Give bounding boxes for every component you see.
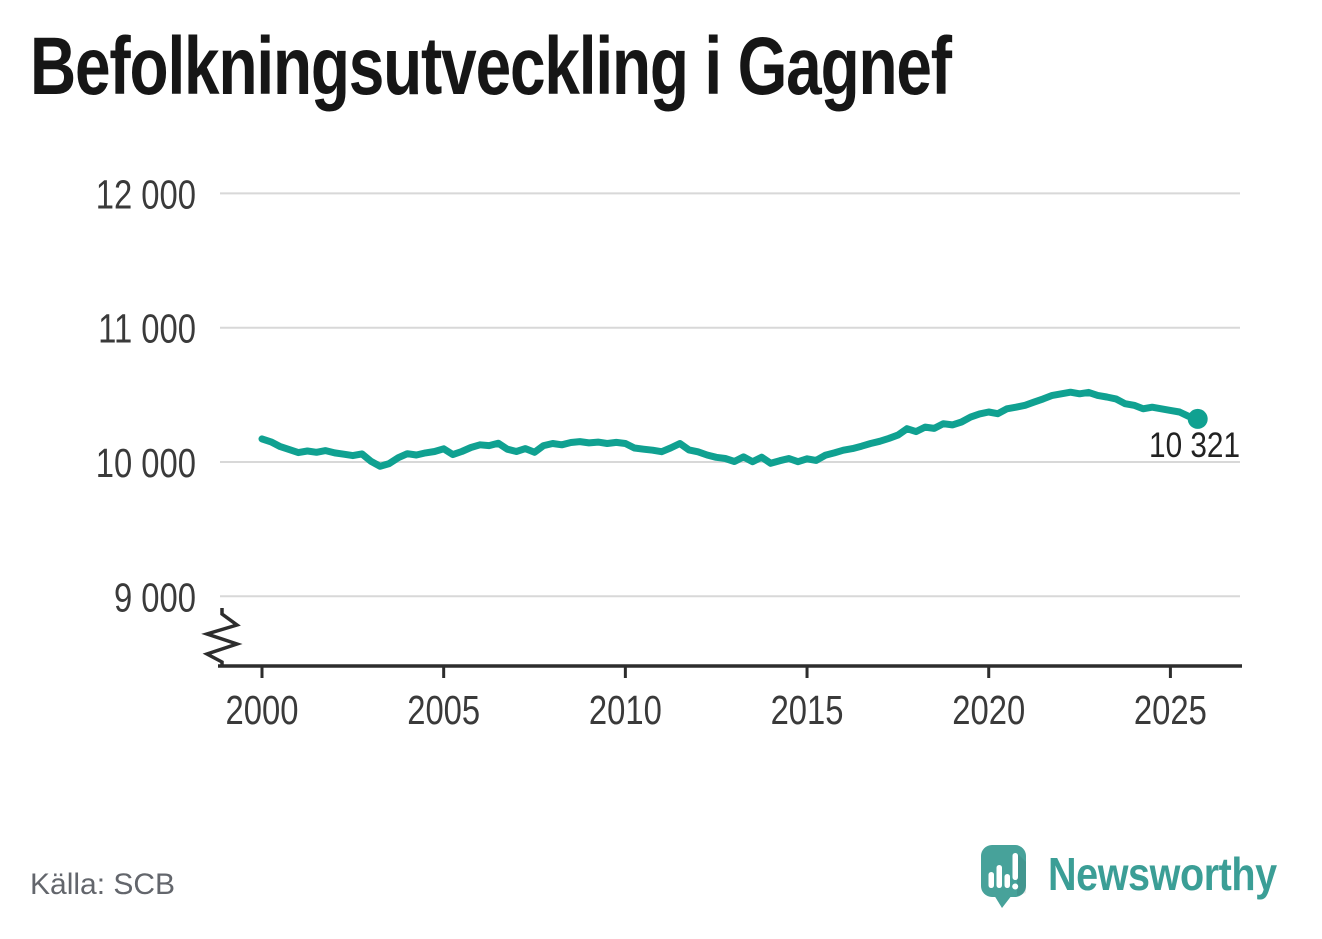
y-axis-break-icon [201, 608, 243, 666]
logo-bar-1 [988, 872, 994, 888]
newsworthy-logo: Newsworthy [981, 845, 1314, 909]
data-label-layer: 9 000 10 000 11 000 12 000 2000 2005 2010 2015 2… [96, 171, 1240, 733]
x-tick-label-2000: 2000 [226, 686, 299, 732]
line-end-dot [1187, 408, 1208, 429]
series-layer [258, 388, 1208, 470]
y-tick-label-9000: 9 000 [114, 574, 196, 620]
population-line [258, 388, 1202, 470]
axis-layer [201, 608, 1242, 678]
newsworthy-wordmark: Newsworthy [1048, 848, 1277, 900]
source-caption: Källa: SCB [30, 868, 176, 901]
x-tick-label-2010: 2010 [589, 686, 662, 732]
x-tick-label-2020: 2020 [952, 686, 1025, 732]
logo-shadow [1017, 853, 1026, 896]
y-tick-label-12000: 12 000 [96, 171, 196, 217]
logo-exclamation-bar [1012, 853, 1018, 880]
end-value-label: 10 321 [1149, 426, 1240, 465]
logo-bar-3 [1004, 874, 1010, 888]
x-tick-label-2015: 2015 [771, 686, 844, 732]
newsworthy-logo-icon [981, 845, 1026, 908]
logo-exclamation-dot [1012, 883, 1019, 890]
logo-bar-2 [996, 865, 1002, 888]
x-tick-label-2025: 2025 [1134, 686, 1207, 732]
logo-bubble-tail [994, 895, 1012, 908]
page-title: Befolkningsutveckling i Gagnef [30, 21, 952, 112]
x-tick-label-2005: 2005 [407, 686, 480, 732]
y-tick-label-11000: 11 000 [98, 305, 196, 351]
y-tick-label-10000: 10 000 [96, 439, 196, 485]
